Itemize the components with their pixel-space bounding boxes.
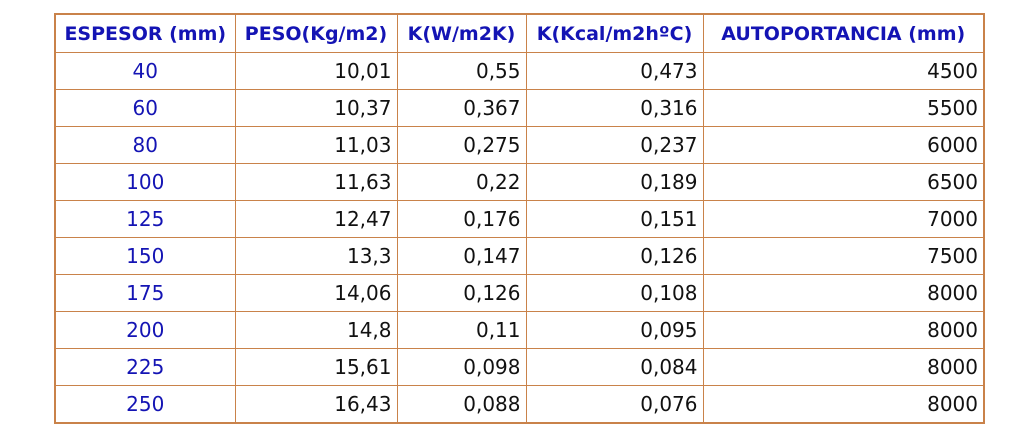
table-row: 40 10,01 0,55 0,473 4500 bbox=[54, 52, 985, 90]
cell-k-kcal: 0,237 bbox=[525, 126, 704, 164]
cell-k-w: 0,22 bbox=[396, 163, 527, 201]
table-row: 80 11,03 0,275 0,237 6000 bbox=[54, 126, 985, 164]
cell-k-kcal: 0,316 bbox=[525, 89, 704, 127]
cell-peso: 10,01 bbox=[234, 52, 398, 90]
cell-k-kcal: 0,108 bbox=[525, 274, 704, 312]
cell-k-w: 0,088 bbox=[396, 385, 527, 424]
cell-espesor: 100 bbox=[54, 163, 236, 201]
cell-peso: 14,8 bbox=[234, 311, 398, 349]
cell-espesor: 40 bbox=[54, 52, 236, 90]
cell-autoportancia: 7000 bbox=[702, 200, 985, 238]
cell-espesor: 60 bbox=[54, 89, 236, 127]
cell-k-kcal: 0,095 bbox=[525, 311, 704, 349]
cell-peso: 12,47 bbox=[234, 200, 398, 238]
cell-peso: 16,43 bbox=[234, 385, 398, 424]
cell-k-w: 0,11 bbox=[396, 311, 527, 349]
table-row: 200 14,8 0,11 0,095 8000 bbox=[54, 311, 985, 349]
cell-autoportancia: 8000 bbox=[702, 311, 985, 349]
cell-k-kcal: 0,076 bbox=[525, 385, 704, 424]
cell-k-w: 0,367 bbox=[396, 89, 527, 127]
panel-specifications-table: ESPESOR (mm) PESO(Kg/m2) K(W/m2K) K(Kcal… bbox=[54, 13, 985, 424]
table-row: 225 15,61 0,098 0,084 8000 bbox=[54, 348, 985, 386]
cell-autoportancia: 8000 bbox=[702, 274, 985, 312]
table-row: 175 14,06 0,126 0,108 8000 bbox=[54, 274, 985, 312]
cell-autoportancia: 8000 bbox=[702, 385, 985, 424]
cell-peso: 15,61 bbox=[234, 348, 398, 386]
cell-k-kcal: 0,151 bbox=[525, 200, 704, 238]
cell-autoportancia: 6000 bbox=[702, 126, 985, 164]
header-espesor: ESPESOR (mm) bbox=[54, 13, 236, 53]
cell-peso: 13,3 bbox=[234, 237, 398, 275]
header-peso: PESO(Kg/m2) bbox=[234, 13, 398, 53]
header-k-w: K(W/m2K) bbox=[396, 13, 527, 53]
cell-autoportancia: 4500 bbox=[702, 52, 985, 90]
table-header: ESPESOR (mm) PESO(Kg/m2) K(W/m2K) K(Kcal… bbox=[54, 13, 985, 53]
cell-k-kcal: 0,126 bbox=[525, 237, 704, 275]
cell-k-w: 0,147 bbox=[396, 237, 527, 275]
cell-espesor: 175 bbox=[54, 274, 236, 312]
cell-k-kcal: 0,084 bbox=[525, 348, 704, 386]
cell-autoportancia: 5500 bbox=[702, 89, 985, 127]
table-row: 100 11,63 0,22 0,189 6500 bbox=[54, 163, 985, 201]
cell-espesor: 150 bbox=[54, 237, 236, 275]
cell-espesor: 125 bbox=[54, 200, 236, 238]
cell-k-kcal: 0,473 bbox=[525, 52, 704, 90]
cell-peso: 10,37 bbox=[234, 89, 398, 127]
cell-peso: 14,06 bbox=[234, 274, 398, 312]
table-row: 125 12,47 0,176 0,151 7000 bbox=[54, 200, 985, 238]
cell-espesor: 225 bbox=[54, 348, 236, 386]
header-autoportancia: AUTOPORTANCIA (mm) bbox=[702, 13, 985, 53]
header-k-kcal: K(Kcal/m2hºC) bbox=[525, 13, 704, 53]
cell-espesor: 80 bbox=[54, 126, 236, 164]
cell-autoportancia: 7500 bbox=[702, 237, 985, 275]
cell-k-w: 0,55 bbox=[396, 52, 527, 90]
cell-k-kcal: 0,189 bbox=[525, 163, 704, 201]
table-body: 40 10,01 0,55 0,473 4500 60 10,37 0,367 0,316 550… bbox=[54, 52, 985, 424]
cell-peso: 11,03 bbox=[234, 126, 398, 164]
cell-espesor: 200 bbox=[54, 311, 236, 349]
cell-k-w: 0,176 bbox=[396, 200, 527, 238]
cell-peso: 11,63 bbox=[234, 163, 398, 201]
cell-espesor: 250 bbox=[54, 385, 236, 424]
table-row: 250 16,43 0,088 0,076 8000 bbox=[54, 385, 985, 424]
header-row: ESPESOR (mm) PESO(Kg/m2) K(W/m2K) K(Kcal… bbox=[54, 13, 985, 53]
table-row: 60 10,37 0,367 0,316 5500 bbox=[54, 89, 985, 127]
cell-autoportancia: 6500 bbox=[702, 163, 985, 201]
cell-k-w: 0,126 bbox=[396, 274, 527, 312]
cell-autoportancia: 8000 bbox=[702, 348, 985, 386]
spec-table-container: ESPESOR (mm) PESO(Kg/m2) K(W/m2K) K(Kcal… bbox=[54, 13, 985, 424]
table-row: 150 13,3 0,147 0,126 7500 bbox=[54, 237, 985, 275]
cell-k-w: 0,275 bbox=[396, 126, 527, 164]
cell-k-w: 0,098 bbox=[396, 348, 527, 386]
